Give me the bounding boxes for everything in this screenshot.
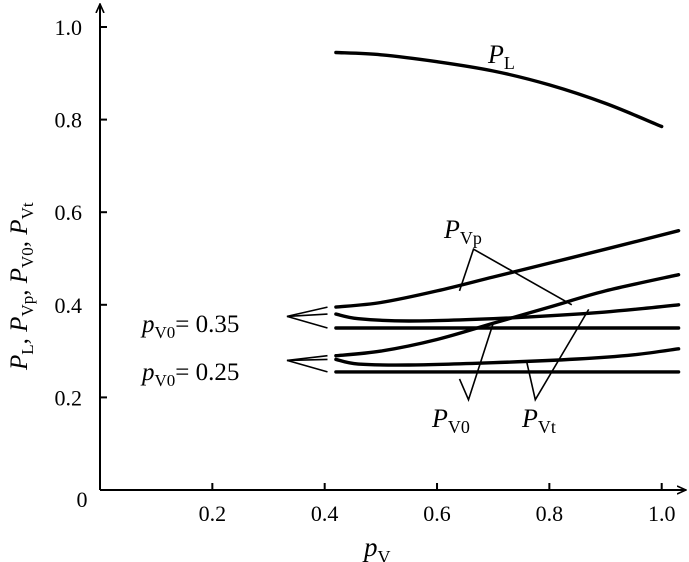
x-axis-label: pV — [362, 532, 391, 562]
y-axis-label-pv0-base: P — [6, 268, 33, 284]
y-axis-label: PL, PVp, PV0, PVt — [6, 202, 37, 371]
annotation-pv0-base: P — [431, 404, 448, 433]
bracket-025-inner — [286, 358, 328, 362]
bracket-025-outer — [286, 354, 328, 373]
bracket-035-inner — [286, 313, 328, 318]
y-axis-label-sep-1: , — [6, 332, 33, 345]
y-tick-label: 0.8 — [55, 108, 83, 133]
annotation-pvt-base: P — [521, 404, 538, 433]
y-tick-label: 0.6 — [55, 200, 83, 225]
group-label-025: pV0= 0.25 — [140, 359, 239, 390]
annotation-pvt: PVt — [521, 404, 556, 437]
group-label-035-sub: V0 — [155, 323, 176, 342]
annotation-pl: PL — [487, 40, 515, 73]
y-axis-label-pvt-sub: Vt — [18, 202, 37, 219]
annotation-pv0-sub: V0 — [448, 417, 470, 437]
leader-pvt — [526, 308, 590, 402]
series-pvt-025-line — [334, 347, 681, 367]
group-label-025-base: p — [140, 359, 155, 386]
x-tick-label: 0.4 — [311, 501, 339, 526]
y-axis-label-pvp-sub: Vp — [18, 296, 37, 317]
series-pvp-035-line — [334, 229, 681, 309]
origin-label: 0 — [77, 487, 88, 512]
x-axis-label-sub: V — [378, 547, 391, 562]
series-pvp-025-line — [334, 273, 681, 358]
y-axis-label-pv0-sub: V0 — [18, 247, 37, 268]
x-tick-label: 1.0 — [648, 501, 676, 526]
y-tick-label: 0.2 — [55, 385, 83, 410]
y-tick-label: 0.4 — [55, 293, 83, 318]
annotation-pvp: PVp — [443, 215, 482, 248]
leader-pvp — [458, 248, 573, 306]
y-axis-label-sep-2: , — [6, 283, 33, 296]
annotation-pvt-sub: Vt — [538, 417, 556, 437]
annotation-pl-base: P — [487, 40, 504, 69]
x-axis-label-base: p — [362, 532, 378, 562]
group-label-025-value: = 0.25 — [175, 359, 239, 386]
x-tick-label: 0.6 — [423, 501, 451, 526]
y-axis-label-pvp-base: P — [6, 317, 33, 333]
series-pvt-035-line — [334, 303, 681, 323]
leader-pv0 — [458, 323, 494, 402]
annotation-pv0: PV0 — [431, 404, 470, 437]
series-pl-line — [334, 50, 664, 129]
annotation-pvp-sub: Vp — [460, 228, 482, 248]
annotation-pvp-base: P — [443, 215, 460, 244]
y-axis-label-pvt-base: P — [6, 219, 33, 235]
group-label-035: pV0= 0.35 — [140, 311, 239, 342]
x-tick-label: 0.8 — [536, 501, 564, 526]
group-label-035-value: = 0.35 — [175, 311, 239, 338]
annotation-pl-sub: L — [504, 53, 515, 73]
bracket-035-outer — [286, 306, 328, 329]
group-label-025-sub: V0 — [155, 371, 176, 390]
y-tick-label: 1.0 — [55, 15, 83, 40]
y-axis-label-pl-sub: L — [18, 344, 37, 354]
group-label-035-base: p — [140, 311, 155, 338]
x-tick-label: 0.2 — [199, 501, 227, 526]
y-axis-label-pl-base: P — [6, 355, 33, 371]
y-axis-label-sep-3: , — [6, 235, 33, 248]
